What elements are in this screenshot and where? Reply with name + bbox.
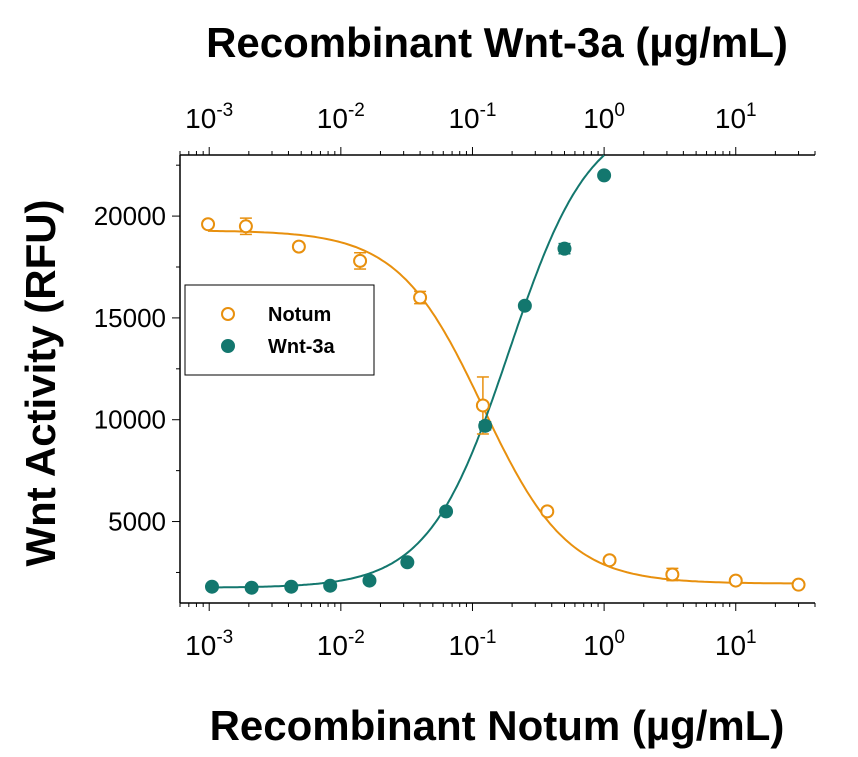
y-axis-title: Wnt Activity (RFU) (17, 199, 64, 566)
data-point-wnt3a (557, 241, 572, 256)
data-point-wnt3a (204, 579, 219, 594)
x-tick-label-bottom: 10-3 (185, 627, 233, 661)
data-point-notum (791, 577, 806, 592)
x-tick-exponent: -2 (348, 100, 365, 121)
legend-label-wnt3a: Wnt-3a (268, 336, 336, 358)
x-tick-label-top: 10-2 (317, 100, 365, 134)
data-points (201, 168, 806, 595)
data-point-wnt3a (478, 418, 493, 433)
x-tick-label-bottom: 10-2 (317, 627, 365, 661)
data-point-wnt3a (244, 580, 259, 595)
x-tick-exponent: 1 (746, 627, 757, 648)
data-point-wnt3a (284, 579, 299, 594)
legend-marker-notum (221, 307, 235, 321)
legend-box (184, 284, 375, 376)
x-tick-base: 10 (185, 630, 216, 661)
x-tick-base: 10 (448, 103, 479, 134)
fit-curve-wnt3a (212, 154, 605, 589)
x-tick-exponent: 1 (746, 100, 757, 121)
x-tick-label-top: 100 (583, 100, 625, 134)
data-point-notum (238, 219, 253, 234)
x-axis-title: Recombinant Notum (µg/mL) (210, 702, 785, 749)
fit-curve-notum (208, 229, 799, 585)
y-tick-label: 5000 (108, 507, 166, 537)
legend-marker-wnt3a (221, 339, 235, 353)
data-point-notum (665, 567, 680, 582)
y-tick-label: 10000 (94, 405, 166, 435)
legend-label-notum: Notum (268, 304, 331, 326)
y-tick-label: 15000 (94, 303, 166, 333)
x-tick-exponent: 0 (614, 627, 625, 648)
data-point-wnt3a (517, 298, 532, 313)
x-tick-base: 10 (715, 630, 746, 661)
axes: 10-310-310-210-210-110-11001001011015000… (94, 100, 816, 661)
x-tick-base: 10 (448, 630, 479, 661)
x-tick-label-top: 10-3 (185, 100, 233, 134)
data-point-notum (728, 573, 743, 588)
x-tick-exponent: -2 (348, 627, 365, 648)
data-point-wnt3a (439, 504, 454, 519)
data-point-wnt3a (400, 555, 415, 570)
data-point-wnt3a (362, 573, 377, 588)
x-tick-base: 10 (185, 103, 216, 134)
data-point-wnt3a (323, 578, 338, 593)
x-tick-label-bottom: 10-1 (448, 627, 496, 661)
x-tick-base: 10 (317, 103, 348, 134)
x-tick-exponent: 0 (614, 100, 625, 121)
x-tick-base: 10 (583, 630, 614, 661)
x-tick-exponent: -3 (216, 627, 233, 648)
x-tick-label-bottom: 100 (583, 627, 625, 661)
x-tick-exponent: -1 (480, 627, 497, 648)
x-tick-exponent: -1 (480, 100, 497, 121)
legend: Notum Wnt-3a (184, 284, 375, 376)
x-tick-label-top: 10-1 (448, 100, 496, 134)
fit-curves (208, 154, 799, 589)
data-point-notum (291, 239, 306, 254)
data-point-notum (540, 504, 555, 519)
x-tick-label-top: 101 (715, 100, 757, 134)
data-point-wnt3a (597, 168, 612, 183)
data-point-notum (201, 217, 216, 232)
x-tick-label-bottom: 101 (715, 627, 757, 661)
data-point-notum (475, 398, 490, 413)
top-axis-title: Recombinant Wnt-3a (µg/mL) (206, 19, 788, 66)
y-tick-label: 20000 (94, 201, 166, 231)
data-point-notum (353, 253, 368, 268)
data-point-notum (602, 553, 617, 568)
x-tick-exponent: -3 (216, 100, 233, 121)
x-tick-base: 10 (715, 103, 746, 134)
data-point-notum (413, 290, 428, 305)
x-tick-base: 10 (317, 630, 348, 661)
x-tick-base: 10 (583, 103, 614, 134)
